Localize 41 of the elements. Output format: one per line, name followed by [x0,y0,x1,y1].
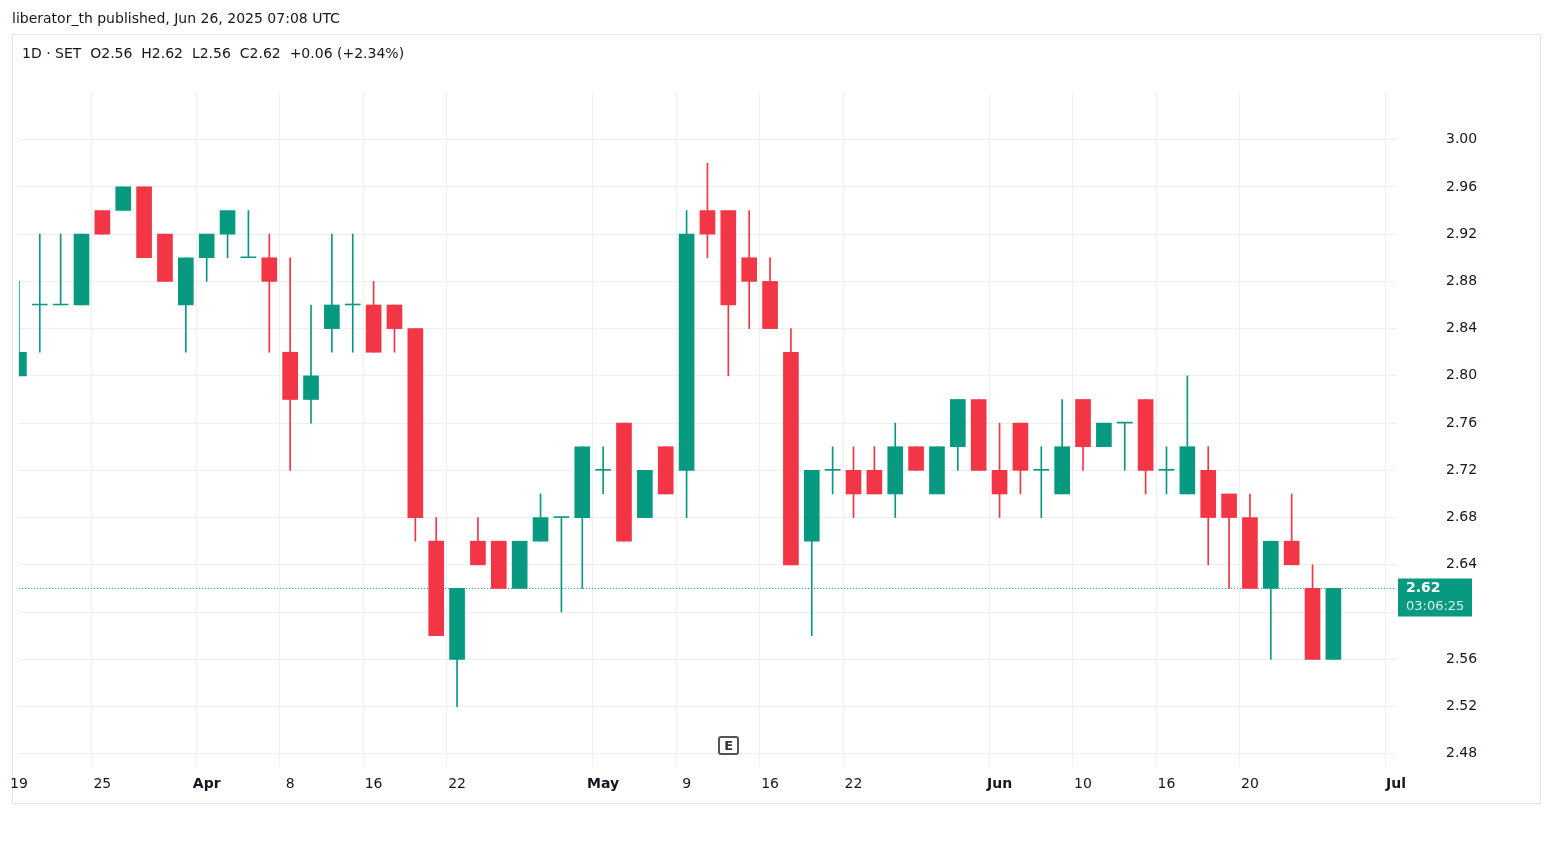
x-tick-label: Jun [985,774,1013,791]
y-tick-label: 2.88 [1446,272,1478,289]
x-tick-label: May [587,774,620,791]
candlestick [741,210,758,329]
x-tick-label: 22 [844,774,863,791]
x-tick-label: 16 [1157,774,1176,791]
text: 03:06:25 [1406,597,1465,613]
x-tick-label: 25 [93,774,112,791]
y-tick-label: 2.48 [1446,744,1478,761]
x-tick-label: 22 [448,774,466,791]
candlestick [1221,493,1237,589]
x-tick-label: Jul [1385,774,1406,791]
candlestick [261,233,278,353]
x-tick-label: 20 [1241,774,1259,791]
y-tick-label: 2.52 [1446,697,1478,714]
x-tick-label: 16 [761,774,780,791]
y-tick-label: 2.56 [1446,649,1478,666]
y-tick-label: 2.68 [1446,508,1478,525]
candlestick [324,233,340,353]
x-tick-label: 8 [285,774,295,791]
y-tick-label: 2.84 [1446,319,1478,336]
chart-subtitle: 1D · SET O2.56 H2.62 L2.56 C2.62 +0.06 (+2.34%) [22,45,405,61]
chart-title: liberator_th published, Jun 26, 2025 07:08 UTC [12,10,340,26]
candlestick [282,257,298,471]
y-tick-label: 2.96 [1446,177,1478,194]
y-tick-label: 2.80 [1446,366,1478,383]
y-tick-label: 2.92 [1446,224,1478,241]
x-tick-label: 9 [682,774,692,791]
x-tick-label: 10 [1074,774,1092,791]
y-tick-label: 3.00 [1446,130,1478,147]
y-tick-label: 2.72 [1446,460,1478,477]
candlestick [303,304,319,424]
ref-line-label: 2.62 [1406,579,1441,596]
y-tick-label: 2.64 [1446,555,1478,572]
y-tick-label: 2.76 [1446,413,1478,430]
x-tick-label: Apr [192,774,221,791]
candlestick [595,446,611,495]
candlestick [1033,446,1050,518]
x-tick-label: 19 [9,774,28,791]
annotation: E [718,735,740,755]
x-tick-label: 16 [364,774,383,791]
